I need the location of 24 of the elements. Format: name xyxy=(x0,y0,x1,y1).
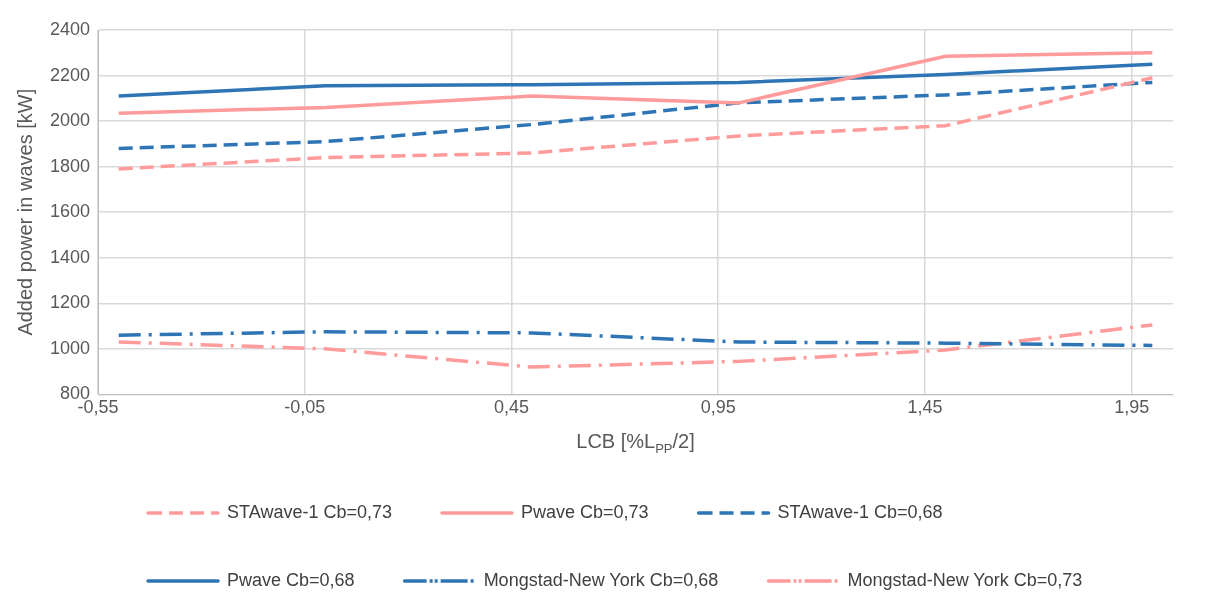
line-series xyxy=(116,323,1155,369)
y-tick-label: 2400 xyxy=(50,18,91,39)
y-tick-label: 1000 xyxy=(50,337,91,358)
legend-label: STAwave-1 Cb=0,68 xyxy=(777,501,943,522)
x-tick-label: 0,45 xyxy=(493,397,530,418)
x-tick-label: 1,45 xyxy=(907,397,943,418)
y-tick-label: 1600 xyxy=(50,201,91,222)
line-series xyxy=(116,80,1155,151)
y-tick-label: 2000 xyxy=(50,110,91,131)
x-tick-label: -0,05 xyxy=(284,397,326,418)
legend-label: Mongstad-New York Cb=0,68 xyxy=(483,569,719,590)
y-tick-label: 1200 xyxy=(50,292,91,313)
line-series xyxy=(116,330,1155,348)
y-axis-title: Added power in waves [kW] xyxy=(13,88,36,336)
legend-label: Pwave Cb=0,68 xyxy=(227,569,355,590)
y-tick-label: 2200 xyxy=(50,64,91,85)
line-series xyxy=(116,76,1155,171)
y-tick-label: 1800 xyxy=(50,155,91,176)
legend-label: Pwave Cb=0,73 xyxy=(520,501,649,522)
legend-label: Mongstad-New York Cb=0,73 xyxy=(847,569,1083,590)
x-tick-label: 1,95 xyxy=(1114,397,1150,418)
x-tick-label: 0,95 xyxy=(700,397,736,418)
y-tick-label: 1400 xyxy=(50,246,91,267)
legend-label: STAwave-1 Cb=0,73 xyxy=(227,501,392,522)
